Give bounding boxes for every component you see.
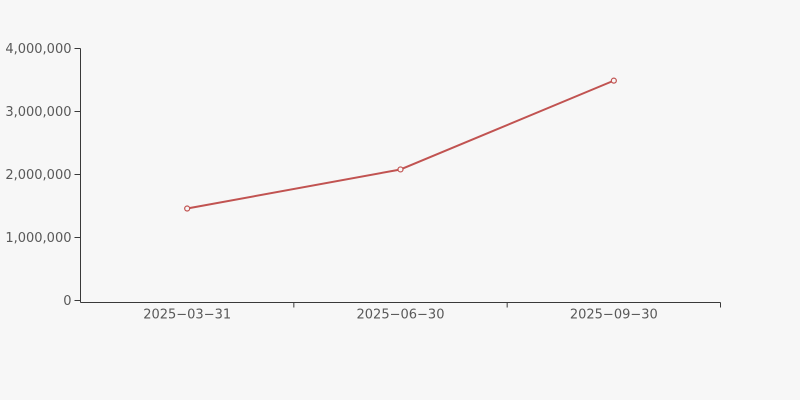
x-axis-tick-label: 2025−03−31 (143, 308, 231, 323)
data-point-marker (610, 77, 617, 84)
data-point-marker (184, 205, 191, 212)
y-axis-tick-label: 3,000,000 (5, 105, 71, 120)
series-line (186, 79, 615, 210)
x-axis-tick-label: 2025−06−30 (357, 308, 445, 323)
data-point-marker (397, 166, 404, 173)
x-axis-tick-label: 2025−09−30 (570, 308, 658, 323)
y-axis-tick-label: 0 (63, 294, 71, 309)
y-axis-tick-label: 4,000,000 (5, 42, 71, 57)
y-axis-tick-label: 2,000,000 (5, 168, 71, 183)
y-axis-tick-label: 1,000,000 (5, 231, 71, 246)
